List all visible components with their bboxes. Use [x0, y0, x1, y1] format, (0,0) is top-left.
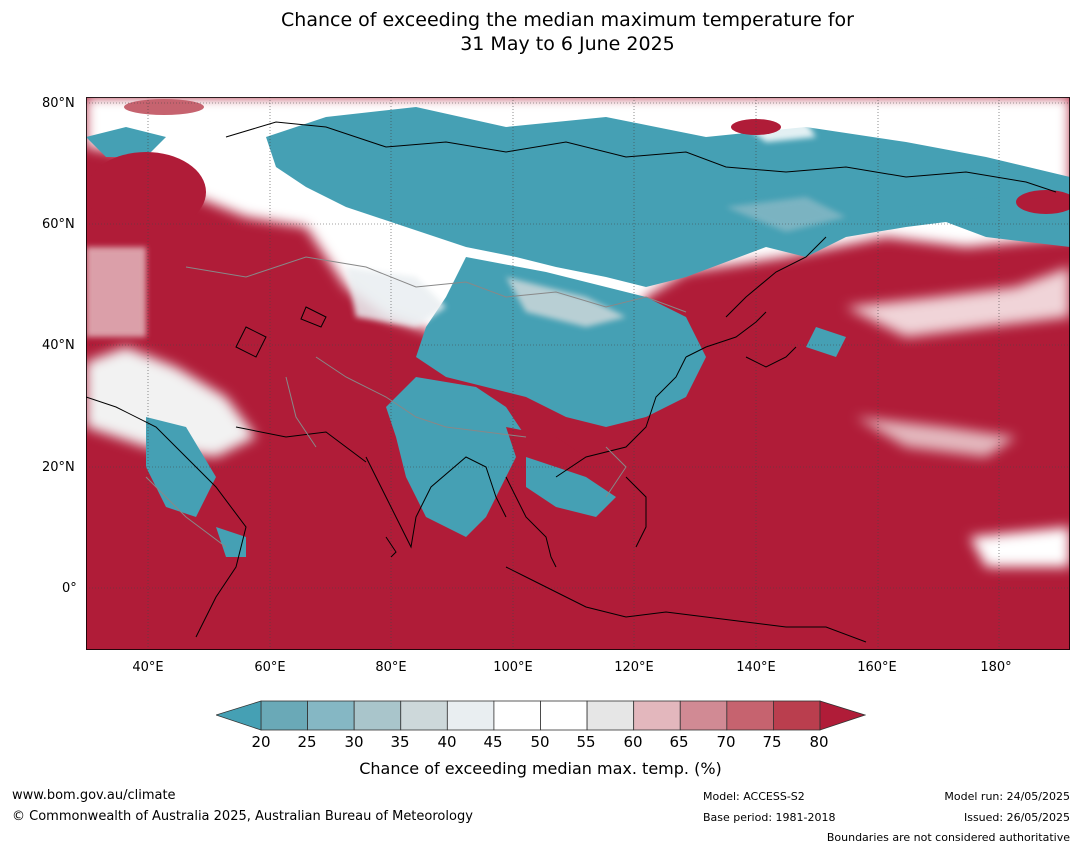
colour-bar-segment — [400, 700, 448, 731]
legend-tick-60: 60 — [623, 733, 643, 751]
colour-bar-segment — [726, 700, 774, 731]
legend-tick-40: 40 — [437, 733, 457, 751]
base-period: Base period: 1981-2018 — [703, 811, 836, 824]
colour-bar-segment — [679, 700, 728, 731]
legend-tick-70: 70 — [716, 733, 736, 751]
legend-tick-50: 50 — [530, 733, 550, 751]
title-line-1: Chance of exceeding the median maximum t… — [281, 9, 854, 31]
lat-label-40n: 40°N — [42, 338, 75, 353]
website-link[interactable]: www.bom.gov.au/climate — [12, 788, 176, 803]
colour-bar-high-extension — [819, 700, 866, 731]
colour-bar-segment — [540, 700, 588, 731]
title-line-2: 31 May to 6 June 2025 — [460, 33, 675, 55]
lon-label-80e: 80°E — [375, 660, 407, 675]
copyright-text: © Commonwealth of Australia 2025, Austra… — [12, 809, 473, 824]
lon-label-100e: 100°E — [493, 660, 533, 675]
map-title: Chance of exceeding the median maximum t… — [0, 8, 1081, 56]
lon-label-140e: 140°E — [736, 660, 776, 675]
lat-label-80n: 80°N — [42, 96, 75, 111]
lon-label-40e: 40°E — [132, 660, 164, 675]
colour-bar-segment — [307, 700, 355, 731]
lat-label-60n: 60°N — [42, 217, 75, 232]
legend-tick-25: 25 — [297, 733, 317, 751]
legend-tick-75: 75 — [762, 733, 782, 751]
temperature-outlook-map — [86, 97, 1070, 650]
model-run-date: Model run: 24/05/2025 — [944, 790, 1070, 803]
model-name: Model: ACCESS-S2 — [703, 790, 805, 803]
map-frame — [86, 97, 1070, 650]
lat-label-20n: 20°N — [42, 460, 75, 475]
colour-bar — [216, 700, 866, 731]
legend-tick-30: 30 — [344, 733, 364, 751]
colour-bar-segment — [773, 700, 821, 731]
legend-tick-65: 65 — [669, 733, 689, 751]
colour-bar-low-extension — [216, 700, 262, 731]
map-canvas — [86, 97, 1070, 650]
legend-tick-45: 45 — [483, 733, 503, 751]
lon-label-120e: 120°E — [614, 660, 654, 675]
issued-date: Issued: 26/05/2025 — [963, 811, 1070, 824]
below-median-regions — [86, 107, 1070, 557]
coastlines — [86, 121, 1057, 643]
lon-label-60e: 60°E — [254, 660, 286, 675]
lat-label-0: 0° — [62, 581, 77, 596]
legend-tick-35: 35 — [390, 733, 410, 751]
colour-bar-segment — [446, 700, 495, 731]
colour-bar-segment — [353, 700, 402, 731]
legend-tick-55: 55 — [576, 733, 596, 751]
above-median-patches — [86, 99, 1070, 232]
graticule — [86, 97, 1070, 650]
colour-bar-segment — [586, 700, 635, 731]
lon-label-160e: 160°E — [857, 660, 897, 675]
colour-bar-segment — [633, 700, 681, 731]
boundaries-disclaimer: Boundaries are not considered authoritat… — [826, 831, 1070, 844]
colour-bar-label: Chance of exceeding median max. temp. (%… — [359, 759, 722, 778]
legend-tick-20: 20 — [251, 733, 271, 751]
legend-tick-80: 80 — [809, 733, 829, 751]
colour-bar-segment — [260, 700, 308, 731]
lon-label-180: 180° — [980, 660, 1012, 675]
country-borders — [145, 256, 687, 548]
colour-bar-segment — [493, 700, 541, 731]
